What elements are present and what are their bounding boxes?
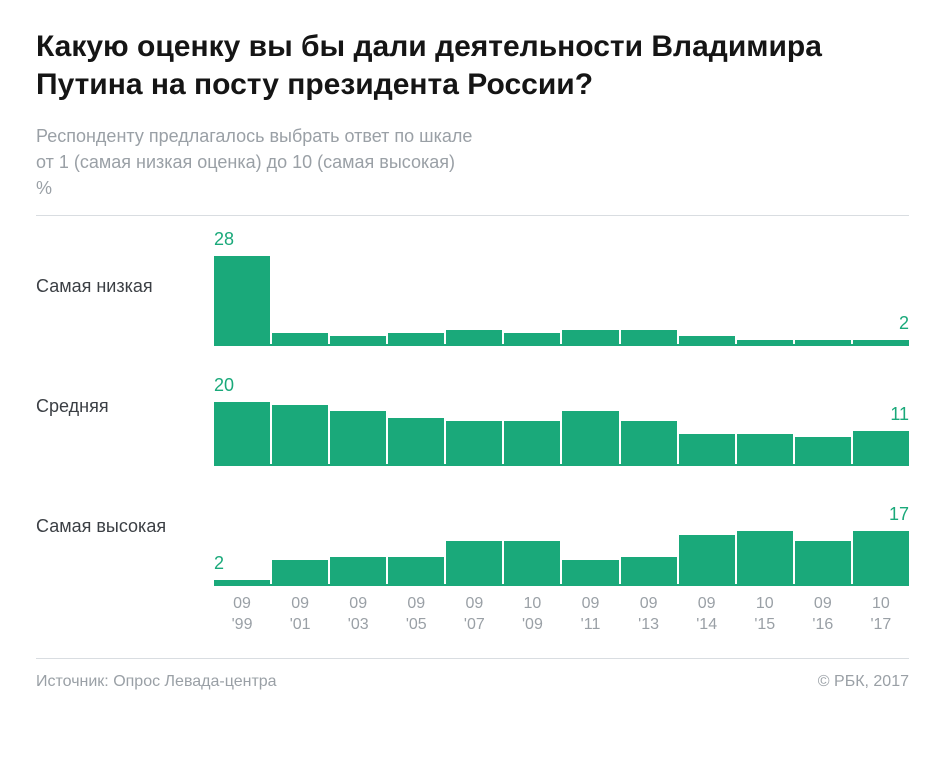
bar — [679, 434, 735, 466]
x-tick: 09'01 — [272, 594, 328, 636]
bar — [504, 333, 560, 346]
x-tick: 09'16 — [795, 594, 851, 636]
bar — [446, 541, 502, 586]
x-tick-month: 09 — [272, 594, 328, 615]
x-tick-year: '15 — [737, 615, 793, 636]
x-tick-month: 10 — [853, 594, 909, 615]
x-tick-year: '13 — [621, 615, 677, 636]
x-tick-year: '14 — [679, 615, 735, 636]
bar — [737, 434, 793, 466]
bar — [679, 535, 735, 586]
x-tick-month: 09 — [446, 594, 502, 615]
chart-footer: Источник: Опрос Левада-центра © РБК, 201… — [36, 658, 909, 691]
row-label: Средняя — [36, 396, 214, 417]
x-tick-year: '07 — [446, 615, 502, 636]
subtitle-line: % — [36, 178, 52, 198]
bar — [330, 557, 386, 586]
x-tick: 10'17 — [853, 594, 909, 636]
bar — [621, 421, 677, 466]
chart-row: Самая высокая2 17 — [36, 466, 909, 586]
bar — [330, 336, 386, 346]
x-tick-year: '09 — [504, 615, 560, 636]
x-tick-month: 10 — [504, 594, 560, 615]
bar — [562, 560, 618, 586]
bar — [214, 580, 270, 586]
bar — [272, 560, 328, 586]
x-tick-month: 09 — [562, 594, 618, 615]
x-tick-year: '05 — [388, 615, 444, 636]
bar — [446, 330, 502, 346]
last-value-label: 17 — [889, 504, 909, 525]
bar — [562, 411, 618, 466]
bar — [679, 336, 735, 346]
bar — [214, 256, 270, 346]
x-tick-month: 09 — [679, 594, 735, 615]
x-tick: 09'11 — [562, 594, 618, 636]
chart-subtitle: Респонденту предлагалось выбрать ответ п… — [36, 123, 909, 201]
first-value-label: 20 — [214, 375, 234, 396]
bar — [853, 431, 909, 466]
bar — [737, 531, 793, 586]
chart-area: Самая низкая282Средняя2011Самая высокая2… — [36, 215, 909, 636]
x-tick: 09'03 — [330, 594, 386, 636]
bar — [446, 421, 502, 466]
subtitle-line: от 1 (самая низкая оценка) до 10 (самая … — [36, 152, 455, 172]
bar-track: 2011 — [214, 346, 909, 466]
chart-row: Самая низкая 28 2 — [36, 226, 909, 346]
x-tick: 09'99 — [214, 594, 270, 636]
copyright-label: © РБК, 2017 — [818, 673, 909, 691]
bar — [272, 333, 328, 346]
x-tick: 09'05 — [388, 594, 444, 636]
x-tick-year: '17 — [853, 615, 909, 636]
x-tick-month: 09 — [214, 594, 270, 615]
bar — [562, 330, 618, 346]
source-label: Источник: Опрос Левада-центра — [36, 673, 277, 691]
x-tick-month: 09 — [330, 594, 386, 615]
first-value-label: 2 — [214, 553, 224, 574]
x-tick: 09'07 — [446, 594, 502, 636]
x-tick: 10'09 — [504, 594, 560, 636]
bar — [504, 541, 560, 586]
x-axis-spacer — [36, 594, 214, 636]
last-value-label: 11 — [890, 404, 909, 425]
row-label: Самая высокая — [36, 516, 214, 537]
bar — [272, 405, 328, 466]
bar — [388, 557, 444, 586]
bar — [795, 541, 851, 586]
chart-title: Какую оценку вы бы дали деятельности Вла… — [36, 28, 909, 105]
subtitle-line: Респонденту предлагалось выбрать ответ п… — [36, 126, 472, 146]
x-tick-month: 09 — [621, 594, 677, 615]
x-tick-month: 09 — [388, 594, 444, 615]
chart-row: Средняя2011 — [36, 346, 909, 466]
bar-track: 2 17 — [214, 466, 909, 586]
last-value-label: 2 — [899, 313, 909, 334]
bar-track: 28 2 — [214, 226, 909, 346]
x-axis-ticks: 09'9909'0109'0309'0509'0710'0909'1109'13… — [214, 594, 909, 636]
row-label: Самая низкая — [36, 276, 214, 297]
bar — [388, 333, 444, 346]
x-tick-month: 10 — [737, 594, 793, 615]
x-tick: 09'14 — [679, 594, 735, 636]
x-tick-year: '99 — [214, 615, 270, 636]
x-tick: 09'13 — [621, 594, 677, 636]
bar — [621, 330, 677, 346]
x-tick-month: 09 — [795, 594, 851, 615]
bar — [853, 531, 909, 586]
bar — [330, 411, 386, 466]
bar — [214, 402, 270, 466]
x-tick-year: '01 — [272, 615, 328, 636]
x-tick: 10'15 — [737, 594, 793, 636]
x-tick-year: '16 — [795, 615, 851, 636]
bar — [388, 418, 444, 466]
bar — [621, 557, 677, 586]
x-tick-year: '11 — [562, 615, 618, 636]
bar — [504, 421, 560, 466]
bar — [795, 437, 851, 466]
first-value-label: 28 — [214, 229, 234, 250]
x-axis: 09'9909'0109'0309'0509'0710'0909'1109'13… — [36, 594, 909, 636]
x-tick-year: '03 — [330, 615, 386, 636]
